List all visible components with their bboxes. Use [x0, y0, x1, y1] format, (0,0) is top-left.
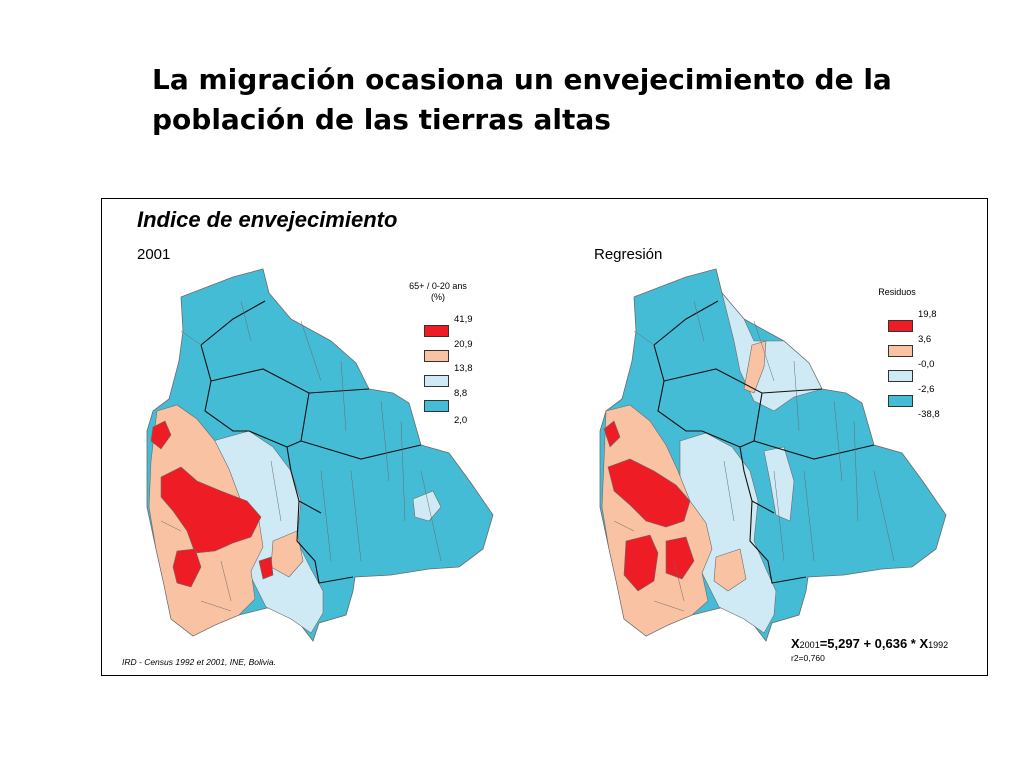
right-legend-swatch-2 — [888, 345, 913, 357]
right-map-label: Regresión — [594, 246, 663, 263]
left-legend: 65+ / 0-20 ans (%) 41,9 20,9 13,8 8,8 2,… — [398, 281, 498, 431]
left-map-red-cluster-1 — [150, 420, 172, 450]
left-legend-value-5: 2,0 — [454, 415, 468, 426]
r-squared: r2=0,760 — [791, 653, 825, 663]
right-legend-title: Residuos — [878, 287, 916, 297]
left-legend-swatch-3 — [424, 375, 449, 387]
left-map-red-cluster-3 — [172, 548, 202, 588]
left-legend-value-2: 20,9 — [454, 339, 473, 350]
right-legend: Residuos 19,8 3,6 -0,0 -2,6 -38,8 — [872, 287, 972, 427]
left-map-red-cluster-2 — [160, 466, 262, 554]
regression-equation: X2001=5,297 + 0,636 * X1992 — [791, 636, 948, 651]
equation-sub-2001: 2001 — [799, 640, 820, 650]
left-legend-value-4: 8,8 — [454, 388, 468, 399]
right-map-peach-strip — [743, 340, 767, 394]
right-map-red-cluster-3 — [623, 534, 659, 592]
equation-sub-1992: 1992 — [928, 640, 949, 650]
right-legend-value-4: -2,6 — [918, 384, 935, 395]
left-legend-swatch-1 — [424, 325, 449, 337]
right-map-red-cluster-1 — [603, 420, 621, 448]
right-map-peach-patch-1 — [713, 548, 747, 592]
right-map-municipal-lines — [613, 300, 895, 612]
left-map-municipal-lines — [160, 300, 442, 612]
right-map-red-cluster-2 — [607, 458, 691, 528]
slide-title-line-2: población de las tierras altas — [152, 103, 611, 136]
equation-mid: =5,297 + 0,636 * X — [819, 636, 929, 651]
right-legend-swatch-4 — [888, 395, 913, 407]
left-legend-value-1: 41,9 — [454, 314, 473, 325]
right-bolivia-map — [599, 268, 947, 642]
left-legend-swatch-2 — [424, 350, 449, 362]
left-map-east-light-patch — [412, 490, 442, 522]
right-map-dept-border-1 — [653, 300, 807, 584]
left-map-label: 2001 — [137, 246, 171, 263]
right-legend-value-5: -38,8 — [918, 409, 940, 420]
left-legend-title-2: (%) — [431, 292, 445, 302]
right-legend-swatch-3 — [888, 370, 913, 382]
left-map-dept-border-2 — [300, 388, 422, 460]
slide-title-line-1: La migración ocasiona un envejecimiento … — [152, 63, 892, 96]
left-legend-title-1: 65+ / 0-20 ans — [409, 281, 467, 291]
right-map-dept-border-2 — [753, 388, 875, 460]
equation-x: X — [791, 636, 800, 651]
right-map-east-light-strip — [763, 446, 795, 522]
figure-frame: Indice de envejecimiento 2001 Regresión — [101, 198, 988, 676]
right-legend-value-1: 19,8 — [918, 309, 937, 320]
left-legend-value-3: 13,8 — [454, 363, 473, 374]
right-legend-swatch-1 — [888, 320, 913, 332]
left-legend-swatch-4 — [424, 400, 449, 412]
right-map-red-cluster-4 — [665, 536, 695, 580]
source-note: IRD - Census 1992 et 2001, INE, Bolivia. — [122, 657, 277, 667]
figure-title: Indice de envejecimiento — [137, 207, 398, 232]
slide-title: La migración ocasiona un envejecimiento … — [152, 60, 932, 140]
left-map-dept-border-1 — [200, 300, 354, 584]
right-legend-value-2: 3,6 — [918, 334, 932, 345]
left-bolivia-map — [146, 268, 494, 642]
right-legend-value-3: -0,0 — [918, 359, 935, 370]
left-map-red-cluster-4 — [258, 556, 274, 580]
